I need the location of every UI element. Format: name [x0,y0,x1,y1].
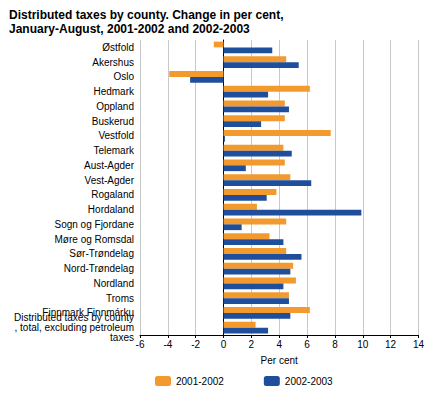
svg-text:14: 14 [413,339,425,350]
svg-text:Østfold: Østfold [102,42,134,53]
svg-text:6: 6 [304,339,310,350]
svg-text:taxes: taxes [107,332,134,343]
svg-text:2002-2003: 2002-2003 [285,376,333,387]
svg-text:Buskerud: Buskerud [92,116,134,127]
svg-text:Sogn og Fjordane: Sogn og Fjordane [54,219,134,230]
svg-text:Distributed taxes by county: Distributed taxes by county [13,312,134,324]
svg-text:Aust-Agder: Aust-Agder [84,160,135,171]
svg-text:Nordland: Nordland [93,278,134,289]
svg-text:2: 2 [249,339,255,350]
svg-text:Hordaland: Hordaland [88,204,134,215]
svg-text:Telemark: Telemark [93,145,135,156]
svg-text:Hedmark: Hedmark [93,86,135,97]
svg-text:Per cent: Per cent [261,355,298,366]
svg-text:Nord-Trøndelag: Nord-Trøndelag [64,263,134,274]
svg-text:Oslo: Oslo [113,71,134,82]
svg-text:Oppland: Oppland [96,101,134,112]
svg-text:4: 4 [276,339,282,350]
svg-text:Møre og Romsdal: Møre og Romsdal [55,234,134,245]
svg-text:2001-2002: 2001-2002 [176,376,224,387]
svg-text:12: 12 [385,339,397,350]
svg-text:Rogaland: Rogaland [91,189,134,200]
svg-text:Vest-Agder: Vest-Agder [85,175,135,186]
svg-text:-6: -6 [136,339,145,350]
svg-text:-4: -4 [163,339,172,350]
svg-text:Distributed taxes by county. C: Distributed taxes by county. Change in p… [9,8,287,22]
svg-text:8: 8 [332,339,338,350]
svg-text:10: 10 [357,339,369,350]
svg-text:Troms: Troms [106,293,134,304]
svg-text:January-August, 2001-2002 and: January-August, 2001-2002 and 2002-2003 [9,22,250,36]
svg-text:Sør-Trøndelag: Sør-Trøndelag [69,248,134,259]
svg-text:Vestfold: Vestfold [98,130,134,141]
svg-text:-2: -2 [191,339,200,350]
svg-text:0: 0 [221,339,227,350]
svg-text:Akershus: Akershus [92,57,134,68]
svg-text:, total, excluding petroleum: , total, excluding petroleum [14,322,134,334]
